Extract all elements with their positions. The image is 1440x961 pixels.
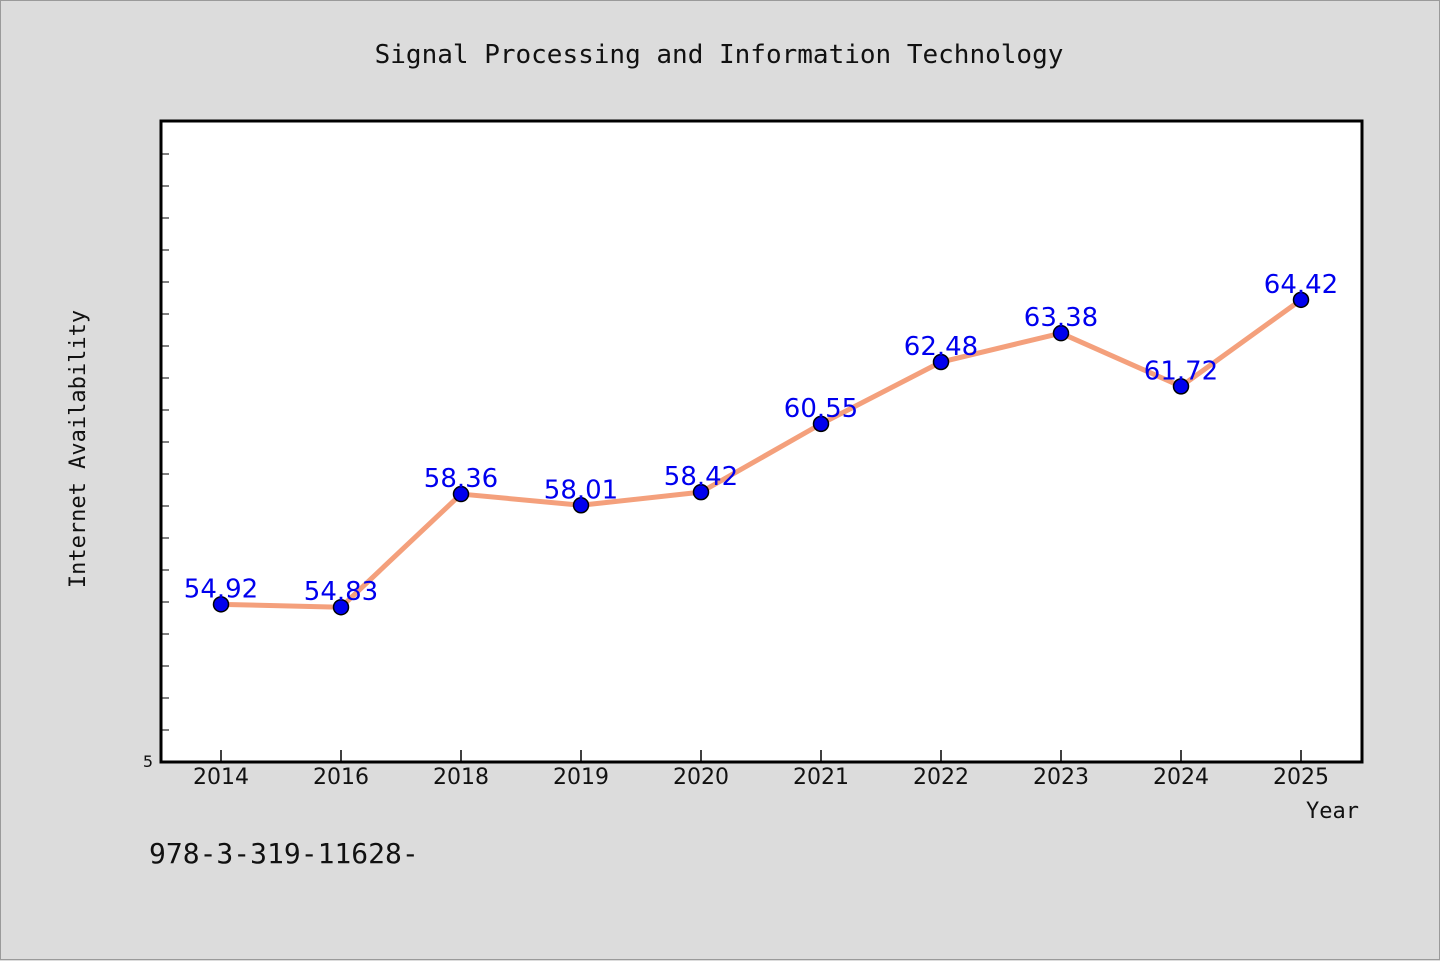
data-point xyxy=(1292,291,1310,309)
data-label: 60.55 xyxy=(784,394,858,424)
data-point xyxy=(572,497,590,514)
x-axis-title: Year xyxy=(1306,799,1359,824)
x-axis-ticks: 2014 2016 2018 2019 2020 2021 2022 2023 2024 2025 xyxy=(193,750,1329,790)
x-tick-label: 2016 xyxy=(313,765,369,790)
data-label: 63.38 xyxy=(1024,303,1098,333)
x-tick-label: 2022 xyxy=(913,765,969,790)
data-point xyxy=(1172,378,1190,395)
x-tick-label: 2018 xyxy=(433,765,489,790)
series-line xyxy=(218,297,1304,610)
y-axis-ticks xyxy=(161,153,169,731)
x-tick-label: 2014 xyxy=(193,765,249,790)
x-tick-label: 2023 xyxy=(1033,765,1089,790)
series-layer: 54.92 54.83 58.36 58.01 58.42 60.55 62.48 63.38… xyxy=(184,270,1338,616)
data-point xyxy=(452,485,470,503)
y-tick-label: 5 xyxy=(143,752,153,771)
data-point xyxy=(1052,324,1070,342)
data-label: 58.42 xyxy=(664,462,738,492)
data-point xyxy=(932,353,950,371)
x-tick-label: 2025 xyxy=(1273,765,1329,790)
x-tick-label: 2024 xyxy=(1153,765,1209,790)
x-tick-label: 2021 xyxy=(793,765,849,790)
footnote-isbn: 978-3-319-11628- xyxy=(149,837,419,870)
plot-area xyxy=(159,119,1364,764)
data-label: 58.01 xyxy=(544,475,618,505)
data-point xyxy=(332,598,350,616)
chart-title: Signal Processing and Information Techno… xyxy=(375,40,1064,70)
x-tick-label: 2019 xyxy=(553,765,609,790)
data-label: 58.36 xyxy=(424,464,498,494)
data-label: 61.72 xyxy=(1144,356,1218,386)
data-label: 64.42 xyxy=(1264,270,1338,300)
data-label: 62.48 xyxy=(904,332,978,362)
y-axis-title: Internet Availability xyxy=(66,310,91,588)
data-point xyxy=(692,483,710,501)
data-point xyxy=(812,415,830,433)
data-label: 54.83 xyxy=(304,577,378,607)
data-label: 54.92 xyxy=(184,574,258,604)
data-point xyxy=(212,596,230,613)
x-tick-label: 2020 xyxy=(673,765,729,790)
